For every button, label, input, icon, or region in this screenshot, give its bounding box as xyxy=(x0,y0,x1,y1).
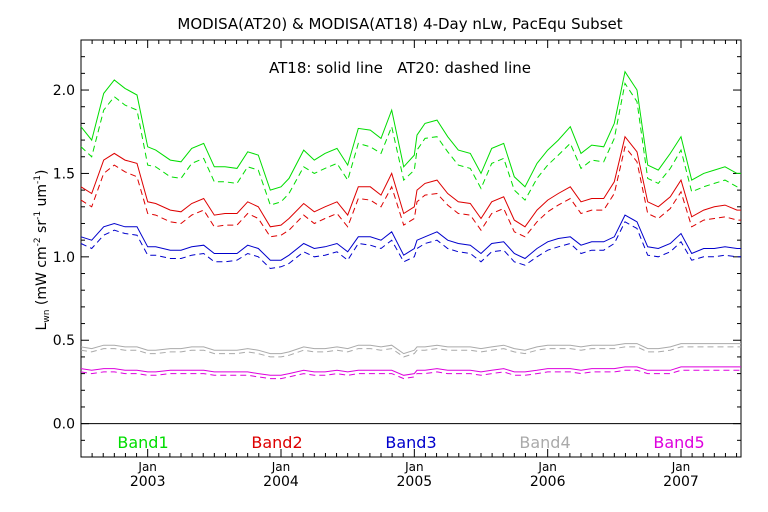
x-tick-month-label: Jan xyxy=(671,460,691,474)
x-tick-year-label: 2007 xyxy=(663,474,699,490)
chart-annotation: AT18: solid line AT20: dashed line xyxy=(269,59,531,77)
series-lines xyxy=(80,70,741,380)
series-line-band3-solid xyxy=(80,214,741,261)
series-line-band2-dashed xyxy=(80,145,741,238)
y-tick-label: 1.0 xyxy=(53,250,75,266)
series-line-band5-dashed xyxy=(80,369,741,380)
series-line-band4-dashed xyxy=(80,346,741,358)
legend-label-band5: Band5 xyxy=(653,433,704,452)
x-tick-month-label: Jan xyxy=(404,460,424,474)
legend: Band1 Band2 Band3 Band4 Band5 xyxy=(117,433,704,452)
series-line-band5-solid xyxy=(80,366,741,376)
legend-label-band3: Band3 xyxy=(385,433,436,452)
series-line-band1-solid xyxy=(80,70,741,191)
x-tick-month-label: Jan xyxy=(537,460,557,474)
y-tick-label: 0.5 xyxy=(53,333,75,349)
x-tick-year-label: 2004 xyxy=(263,474,299,490)
x-tick-year-label: 2005 xyxy=(397,474,433,490)
x-tick-month-label: Jan xyxy=(271,460,291,474)
plot-frame xyxy=(80,39,742,458)
x-tick-month-label: Jan xyxy=(137,460,157,474)
y-tick-label: 1.5 xyxy=(53,166,75,182)
chart-title: MODISA(AT20) & MODISA(AT18) 4-Day nLw, P… xyxy=(177,15,622,33)
legend-label-band4: Band4 xyxy=(519,433,570,452)
y-tick-label: 0.0 xyxy=(53,417,75,433)
y-axis-label: Lwn (mW cm-2 sr-1 um-1) xyxy=(33,170,52,331)
y-tick-label: 2.0 xyxy=(53,83,75,99)
legend-label-band2: Band2 xyxy=(251,433,302,452)
series-line-band2-solid xyxy=(80,135,741,228)
x-tick-year-label: 2003 xyxy=(130,474,166,490)
x-tick-year-label: 2006 xyxy=(530,474,566,490)
legend-label-band1: Band1 xyxy=(117,433,168,452)
series-line-band1-dashed xyxy=(80,82,741,206)
y-axis: 0.0 0.5 1.0 1.5 2.0 xyxy=(53,56,741,441)
series-line-band3-dashed xyxy=(80,221,741,270)
series-line-band4-solid xyxy=(80,343,741,355)
